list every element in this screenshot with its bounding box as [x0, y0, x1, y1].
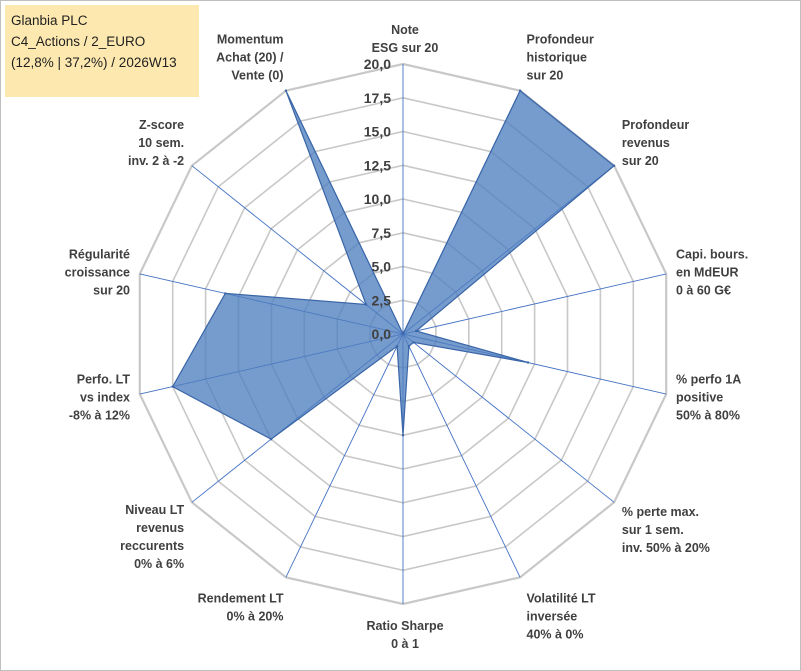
axis-label-line: Ratio Sharpe: [366, 619, 443, 633]
axis-label-line: reccurents: [120, 539, 184, 553]
axis-label-line: % perte max.: [622, 505, 699, 519]
axis-label-line: revenus: [622, 136, 670, 150]
axis-label-1: Profondeur historique sur 20: [527, 33, 594, 83]
tick-label-6: 15,0: [364, 124, 391, 140]
axis-label-line: % perfo 1A: [676, 372, 741, 386]
axis-label-line: revenus: [136, 521, 184, 535]
data-point-12: [364, 303, 368, 306]
axis-label-line: 40% à 0%: [527, 627, 584, 641]
axis-label-line: 0% à 20%: [227, 609, 284, 623]
axis-label-line: Achat (20) /: [216, 51, 284, 65]
tick-label-4: 10,0: [364, 191, 391, 207]
data-point-11: [224, 292, 227, 295]
axis-label-line: inv. 50% à 20%: [622, 541, 710, 555]
spoke-6: [402, 333, 521, 578]
spoke-5: [402, 333, 615, 503]
title-line-3: (12,8% | 37,2%) / 2026W13: [11, 55, 177, 70]
data-point-7: [401, 434, 405, 437]
axis-label-line: croissance: [65, 266, 130, 280]
axis-label-line: Vente (0): [231, 69, 283, 83]
axis-label-line: inversée: [527, 609, 578, 623]
axis-label-line: sur 1 sem.: [622, 523, 684, 537]
axis-label-line: Volatilité LT: [527, 591, 596, 605]
axis-label-line: positive: [676, 390, 723, 404]
axis-label-line: inv. 2 à -2: [128, 154, 184, 168]
axis-label-line: 10 sem.: [138, 136, 184, 150]
axis-label-line: Perfo. LT: [77, 372, 131, 386]
axis-label-6: Volatilité LT inversée 40% à 0%: [527, 591, 596, 641]
axis-label-9: Niveau LT revenus reccurents 0% à 6%: [120, 503, 184, 571]
tick-label-2: 5,0: [372, 259, 392, 275]
tick-label-8: 20,0: [364, 56, 391, 72]
data-point-10: [171, 385, 174, 388]
spoke-3: [402, 273, 667, 335]
axis-label-line: sur 20: [622, 154, 659, 168]
data-point-3: [415, 329, 418, 333]
tick-label-7: 17,5: [364, 90, 391, 106]
data-point-6: [407, 345, 411, 348]
data-point-9: [269, 438, 273, 441]
axis-label-13: Momentum Achat (20) / Vente (0): [216, 33, 284, 83]
tick-label-5: 12,5: [364, 157, 391, 173]
axis-label-line: Régularité: [69, 248, 130, 262]
axis-label-line: Profondeur: [622, 118, 689, 132]
tick-label-3: 7,5: [372, 225, 392, 241]
axis-label-line: Momentum: [217, 33, 284, 47]
data-point-5: [412, 341, 415, 344]
axis-label-line: en MdEUR: [676, 266, 739, 280]
axis-label-line: Rendement LT: [198, 591, 284, 605]
axis-label-line: historique: [527, 51, 587, 65]
axis-label-5: % perte max. sur 1 sem. inv. 50% à 20%: [622, 505, 710, 555]
axis-label-line: ESG sur 20: [372, 41, 439, 55]
axis-label-11: Régularité croissance sur 20: [65, 248, 130, 298]
axis-label-line: Z-score: [139, 118, 184, 132]
axis-label-line: vs index: [80, 390, 130, 404]
axis-label-7: Ratio Sharpe 0 à 1: [366, 619, 443, 651]
axis-label-3: Capi. bours. en MdEUR 0 à 60 G€: [676, 248, 748, 298]
data-point-13: [284, 89, 288, 92]
axis-label-line: Note: [391, 23, 419, 37]
axis-label-line: sur 20: [527, 69, 564, 83]
axis-label-0: Note ESG sur 20: [372, 23, 439, 55]
data-point-0: [401, 332, 405, 336]
axis-label-2: Profondeur revenus sur 20: [622, 118, 689, 168]
data-area: [171, 89, 616, 440]
data-point-2: [612, 164, 616, 167]
axis-label-line: 50% à 80%: [676, 408, 740, 422]
data-point-8: [395, 345, 399, 348]
tick-label-0: 0,0: [372, 326, 392, 342]
axis-label-line: 0 à 1: [391, 637, 419, 651]
axis-label-10: Perfo. LT vs index -8% à 12%: [69, 372, 131, 422]
axis-label-line: Niveau LT: [125, 503, 184, 517]
tick-label-1: 2,5: [372, 292, 392, 308]
data-point-1: [518, 89, 522, 92]
title-box: Glanbia PLC C4_Actions / 2_EURO (12,8% |…: [5, 5, 199, 97]
axis-label-line: 0 à 60 G€: [676, 284, 731, 298]
title-line-2: C4_Actions / 2_EURO: [11, 34, 146, 49]
axis-label-4: % perfo 1A positive 50% à 80%: [676, 372, 741, 422]
title-line-1: Glanbia PLC: [11, 13, 88, 28]
axis-label-line: Profondeur: [527, 33, 594, 47]
spoke-8: [285, 333, 404, 578]
axis-label-line: Capi. bours.: [676, 248, 748, 262]
axis-label-8: Rendement LT 0% à 20%: [198, 591, 284, 623]
data-point-4: [526, 361, 530, 364]
axis-label-line: -8% à 12%: [69, 408, 130, 422]
axis-label-line: 0% à 6%: [134, 557, 184, 571]
axis-label-line: sur 20: [93, 284, 130, 298]
axis-label-12: Z-score 10 sem. inv. 2 à -2: [128, 118, 184, 168]
